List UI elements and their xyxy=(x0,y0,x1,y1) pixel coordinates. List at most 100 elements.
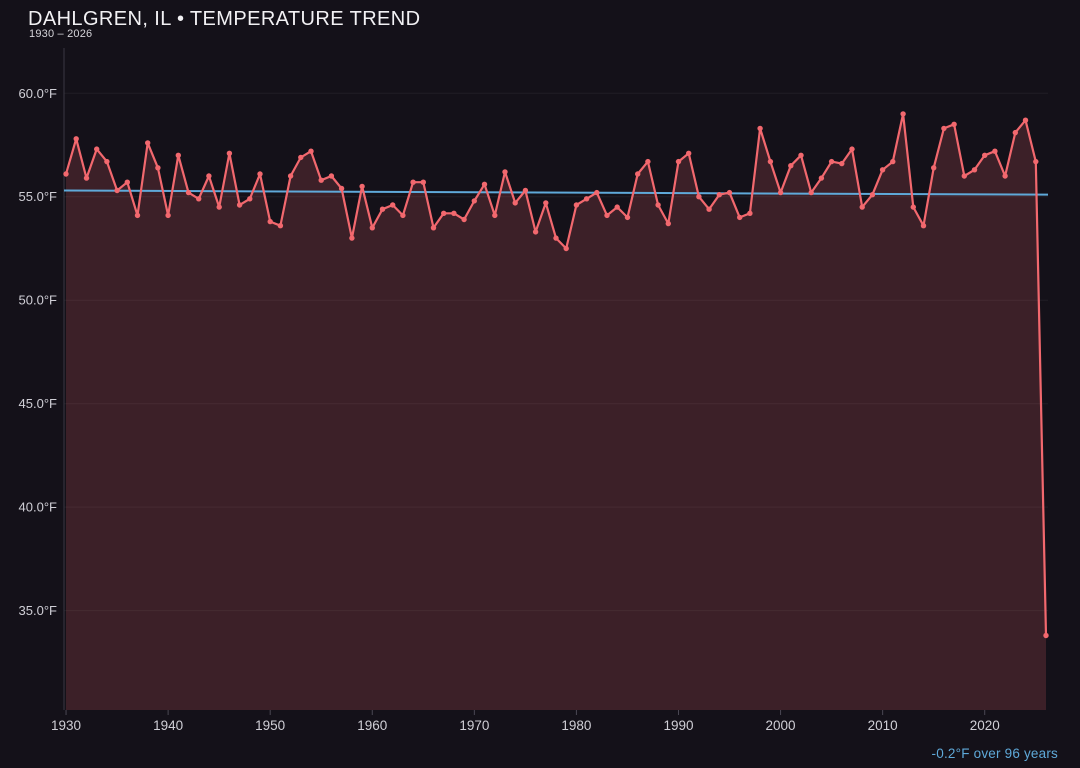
data-point-marker xyxy=(338,185,345,192)
data-point-marker xyxy=(165,212,171,219)
data-point-marker xyxy=(369,225,375,231)
data-point-marker xyxy=(94,146,100,152)
data-point-marker xyxy=(869,192,876,198)
data-point-marker xyxy=(226,150,233,156)
data-point-marker xyxy=(839,160,845,167)
x-tick-label: 1930 xyxy=(51,718,81,733)
data-point-marker xyxy=(175,152,181,158)
trend-line xyxy=(63,189,1049,196)
data-point-marker xyxy=(481,181,488,187)
data-point-marker xyxy=(257,171,263,177)
chart-subtitle: 1930 – 2026 xyxy=(29,28,93,40)
data-point-marker xyxy=(63,171,69,177)
data-point-marker xyxy=(788,163,794,169)
data-point-marker xyxy=(696,194,702,200)
data-point-marker xyxy=(1033,158,1039,165)
data-point-marker xyxy=(390,202,396,208)
data-point-marker xyxy=(471,198,477,204)
data-point-marker xyxy=(400,212,406,219)
data-point-marker xyxy=(328,173,335,179)
data-point-marker xyxy=(777,189,784,196)
data-point-marker xyxy=(614,204,620,210)
data-point-marker xyxy=(502,169,508,175)
y-tick-label: 45.0°F xyxy=(19,396,58,411)
trend-summary-note: -0.2°F over 96 years xyxy=(931,746,1058,761)
data-point-marker xyxy=(665,220,671,227)
data-point-marker xyxy=(512,200,518,206)
x-tick-label: 1980 xyxy=(561,718,591,733)
area-fill xyxy=(66,113,1046,710)
data-point-marker xyxy=(706,206,712,212)
data-point-marker xyxy=(675,158,682,165)
data-point-marker xyxy=(747,210,753,216)
y-tick-label: 60.0°F xyxy=(19,86,58,101)
x-tick-label: 2010 xyxy=(868,718,898,733)
data-point-marker xyxy=(859,204,865,210)
x-tick-label: 1970 xyxy=(459,718,489,733)
data-point-marker xyxy=(828,158,835,165)
data-point-marker xyxy=(645,158,651,165)
data-point-marker xyxy=(951,121,957,128)
data-point-marker xyxy=(298,154,304,161)
data-point-marker xyxy=(318,177,324,183)
data-point-marker xyxy=(1002,173,1008,179)
data-point-marker xyxy=(982,152,988,158)
data-point-marker xyxy=(114,187,120,194)
data-point-marker xyxy=(757,125,763,132)
data-point-marker xyxy=(910,204,916,210)
data-point-marker xyxy=(1022,117,1029,123)
data-point-marker xyxy=(849,146,855,152)
data-point-marker xyxy=(196,196,202,202)
data-point-marker xyxy=(961,173,967,179)
data-point-marker xyxy=(206,173,212,179)
data-point-marker xyxy=(594,189,600,196)
data-point-marker xyxy=(267,218,273,225)
data-point-marker xyxy=(767,158,774,165)
x-tick-label: 1940 xyxy=(153,718,183,733)
data-point-marker xyxy=(900,111,906,117)
y-tick-label: 55.0°F xyxy=(19,189,58,204)
x-tick-label: 2000 xyxy=(766,718,796,733)
x-tick-label: 1990 xyxy=(663,718,693,733)
data-point-marker xyxy=(879,167,886,173)
data-point-marker xyxy=(359,183,365,190)
data-point-marker xyxy=(543,200,549,206)
data-point-marker xyxy=(798,152,804,158)
chart-title: DAHLGREN, IL • TEMPERATURE TREND xyxy=(28,8,421,30)
data-point-marker xyxy=(420,179,426,185)
y-tick-label: 40.0°F xyxy=(19,500,58,515)
data-point-marker xyxy=(83,175,90,181)
data-point-marker xyxy=(532,229,539,235)
data-point-marker xyxy=(890,158,896,165)
data-point-marker xyxy=(308,148,314,154)
data-point-marker xyxy=(818,175,825,181)
data-point-marker xyxy=(247,196,253,202)
data-point-marker xyxy=(287,173,294,179)
data-point-marker xyxy=(451,210,457,216)
x-tick-label: 1960 xyxy=(357,718,387,733)
data-point-marker xyxy=(583,196,590,202)
data-point-marker xyxy=(573,202,580,208)
data-point-marker xyxy=(277,223,284,229)
data-point-marker xyxy=(563,245,569,252)
data-point-marker xyxy=(73,136,79,142)
data-point-marker xyxy=(655,202,661,208)
data-point-marker xyxy=(624,214,631,221)
data-point-marker xyxy=(1012,129,1018,136)
x-tick-label: 2020 xyxy=(970,718,1000,733)
data-point-marker xyxy=(349,235,355,241)
data-point-marker xyxy=(635,171,641,177)
data-point-marker xyxy=(716,192,722,198)
data-point-marker xyxy=(461,216,467,223)
data-point-marker xyxy=(808,189,814,196)
data-point-marker xyxy=(410,179,416,185)
y-tick-label: 35.0°F xyxy=(19,603,58,618)
y-tick-label: 50.0°F xyxy=(19,293,58,308)
data-point-marker xyxy=(931,165,937,171)
data-point-marker xyxy=(145,140,151,146)
data-point-marker xyxy=(726,189,733,196)
data-point-marker xyxy=(216,204,222,210)
data-point-marker xyxy=(992,148,998,154)
